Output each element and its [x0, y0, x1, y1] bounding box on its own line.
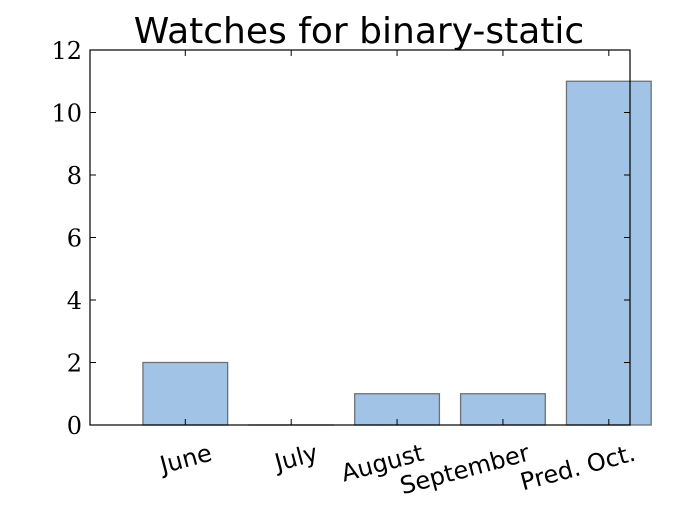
y-tick-label-2: 2 [67, 350, 82, 378]
bar-june [143, 363, 228, 426]
y-tick-label-6: 6 [67, 225, 82, 253]
y-axis: 0 2 4 6 8 10 12 [51, 37, 630, 440]
bars-group [143, 81, 651, 425]
y-tick-label-12: 12 [51, 37, 82, 65]
x-tick-label-pred-oct: Pred. Oct. [517, 439, 638, 497]
x-tick-label-july: July [270, 439, 321, 478]
x-tick-label-june: June [155, 439, 215, 480]
bar-pred-oct [566, 81, 651, 425]
y-tick-label-0: 0 [67, 412, 82, 440]
y-tick-label-10: 10 [51, 100, 82, 128]
y-tick-label-8: 8 [67, 162, 82, 190]
chart-title: Watches for binary-static [134, 11, 584, 52]
y-tick-label-4: 4 [67, 287, 82, 315]
